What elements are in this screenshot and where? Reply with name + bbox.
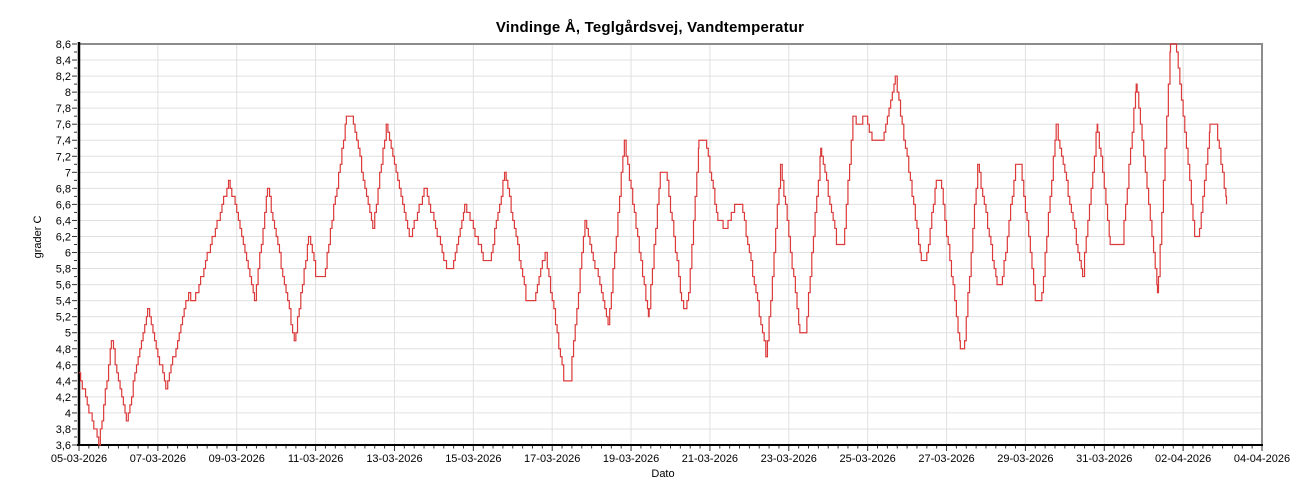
temperature-series <box>79 43 1228 446</box>
y-axis-ticks <box>72 43 77 446</box>
y-tick-label: 7,6 <box>56 119 71 131</box>
y-tick-label: 8,2 <box>56 71 71 83</box>
y-tick-label: 5,8 <box>56 264 71 276</box>
x-tick-label: 31-03-2026 <box>1076 453 1132 465</box>
y-tick-label: 7,8 <box>56 103 71 115</box>
y-tick-label: 7,2 <box>56 151 71 163</box>
y-tick-label: 6,4 <box>56 215 71 227</box>
x-tick-label: 15-03-2026 <box>445 453 501 465</box>
x-tick-label: 09-03-2026 <box>209 453 265 465</box>
x-axis-title: Dato <box>651 468 675 480</box>
y-tick-label: 5 <box>65 328 71 340</box>
y-tick-label: 3,8 <box>56 424 71 436</box>
gridlines <box>79 44 1262 445</box>
y-tick-label: 4,6 <box>56 360 71 372</box>
x-tick-label: 04-04-2026 <box>1234 453 1290 465</box>
x-tick-label: 21-03-2026 <box>682 453 738 465</box>
y-axis-title: grader C <box>32 215 44 259</box>
y-tick-label: 3,6 <box>56 440 71 452</box>
y-tick-label: 5,6 <box>56 280 71 292</box>
y-tick-label: 6,8 <box>56 183 71 195</box>
x-tick-label: 07-03-2026 <box>130 453 186 465</box>
y-tick-label: 5,2 <box>56 312 71 324</box>
y-tick-label: 8,6 <box>56 39 71 51</box>
y-tick-label: 6 <box>65 248 71 260</box>
x-tick-label: 13-03-2026 <box>366 453 422 465</box>
x-tick-label: 11-03-2026 <box>288 453 343 465</box>
x-tick-label: 27-03-2026 <box>918 453 974 465</box>
chart-title: Vindinge Å, Teglgårdsvej, Vandtemperatur <box>495 19 805 36</box>
y-tick-label: 4,2 <box>56 392 71 404</box>
y-tick-label: 6,2 <box>56 231 71 243</box>
y-tick-label: 6,6 <box>56 199 71 211</box>
y-tick-label: 8,4 <box>56 55 71 67</box>
y-tick-label: 4,8 <box>56 344 71 356</box>
x-tick-label: 05-03-2026 <box>51 453 107 465</box>
y-tick-label: 7 <box>65 167 71 179</box>
x-tick-label: 19-03-2026 <box>603 453 659 465</box>
axes <box>77 42 1263 446</box>
x-tick-label: 29-03-2026 <box>997 453 1053 465</box>
y-tick-label: 4 <box>65 408 71 420</box>
x-axis-tick-labels: 05-03-2026 07-03-2026 09-03-2026 11-03-2026… <box>51 453 1290 465</box>
y-tick-label: 5,4 <box>56 296 71 308</box>
y-tick-label: 7,4 <box>56 135 71 147</box>
temperature-line <box>79 43 1228 446</box>
y-tick-label: 4,4 <box>56 376 71 388</box>
y-tick-label: 8 <box>65 87 71 99</box>
y-axis-tick-labels: 3,6 3,8 4 4,2 4,4 4,6 4,8 5 5,2 5,4 5,6 5,8 6 6,2 6,4 6… <box>56 39 71 452</box>
x-tick-label: 23-03-2026 <box>761 453 817 465</box>
x-tick-label: 02-04-2026 <box>1155 453 1211 465</box>
x-tick-label: 17-03-2026 <box>524 453 580 465</box>
x-axis-ticks <box>78 446 1263 451</box>
x-tick-label: 25-03-2026 <box>840 453 896 465</box>
